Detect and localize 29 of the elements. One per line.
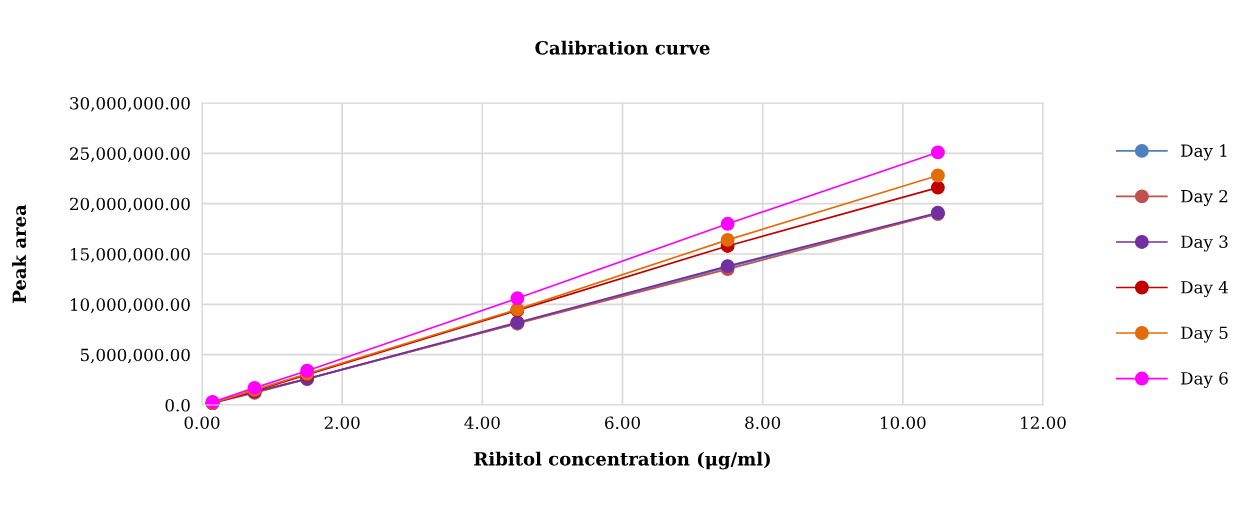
y-axis-title: Peak area xyxy=(12,204,27,303)
legend-label: Day 3 xyxy=(1181,235,1228,252)
point xyxy=(720,216,735,231)
y-tick-label: 15,000,000.00 xyxy=(70,247,190,263)
x-axis-title: Ribitol concentration (μg/ml) xyxy=(474,451,770,470)
legend-label: Day 6 xyxy=(1181,372,1228,389)
y-tick-label: 20,000,000.00 xyxy=(70,197,190,213)
point xyxy=(930,168,945,183)
y-tick-label: 30,000,000.00 xyxy=(70,96,190,112)
point xyxy=(720,232,735,247)
x-tick-label: 12.00 xyxy=(1021,416,1066,430)
legend-label: Day 5 xyxy=(1181,326,1228,343)
x-tick-label: 4.00 xyxy=(464,416,500,430)
y-tick-label: 25,000,000.00 xyxy=(70,147,190,162)
legend-label: Day 1 xyxy=(1181,144,1227,161)
y-tick-label: 0.0 xyxy=(165,398,190,412)
legend-label: Day 2 xyxy=(1181,189,1228,206)
point xyxy=(930,145,945,160)
point xyxy=(510,291,525,306)
y-tick-label: 10,000,000.00 xyxy=(70,298,190,313)
x-tick-label: 8.00 xyxy=(745,416,781,430)
legend-label: Day 4 xyxy=(1181,280,1228,298)
x-tick-label: 10.00 xyxy=(881,416,926,430)
point xyxy=(930,180,945,195)
chart-title: Calibration curve xyxy=(535,40,710,55)
x-tick-label: 2.00 xyxy=(324,416,360,430)
x-tick-label: 0.00 xyxy=(184,416,220,430)
x-tick-label: 6.00 xyxy=(605,416,640,430)
y-tick-label: 5,000,000.00 xyxy=(80,348,190,364)
